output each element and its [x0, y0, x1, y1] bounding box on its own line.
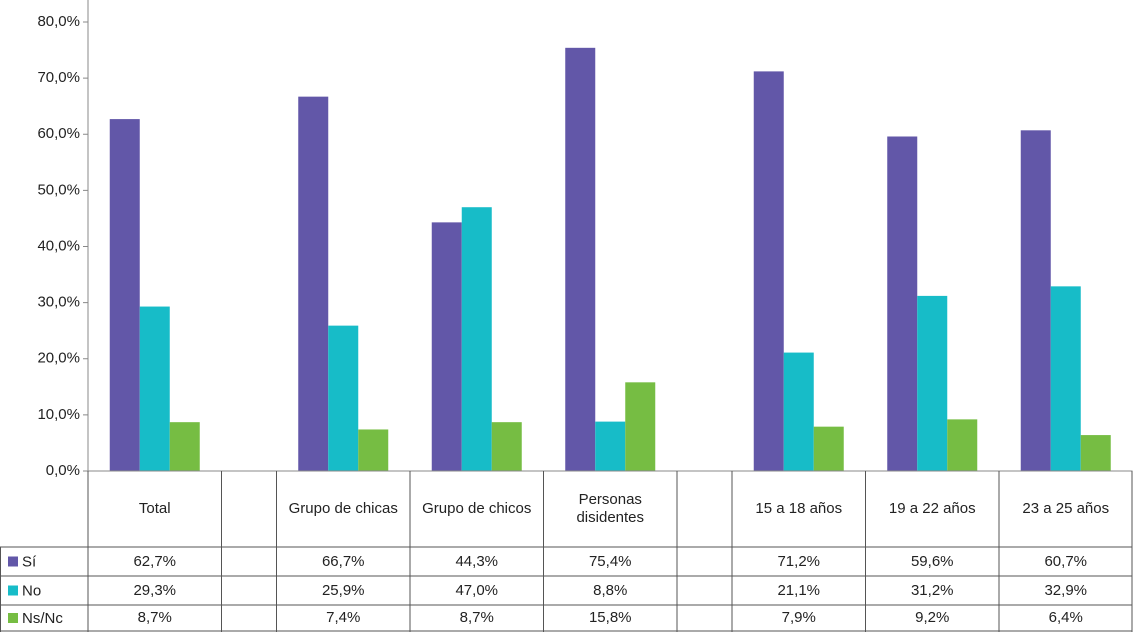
bar: [139, 306, 170, 471]
table-value: 7,9%: [781, 609, 816, 626]
legend-label: Sí: [22, 553, 37, 570]
y-tick-label: 80,0%: [37, 13, 80, 30]
bar: [169, 422, 200, 471]
table-value: 44,3%: [455, 552, 499, 570]
category-label: 23 a 25 años: [1022, 500, 1110, 517]
bar: [1050, 286, 1081, 471]
bar: [565, 47, 596, 471]
bar: [298, 96, 329, 472]
bar: [753, 71, 784, 471]
category-label: Grupo de chicos: [422, 500, 532, 517]
legend-label: Ns/Nc: [22, 610, 63, 627]
legend-swatch: [8, 585, 18, 596]
legend-swatch: [8, 613, 18, 623]
y-tick-label: 30,0%: [37, 294, 80, 311]
table-value: 32,9%: [1044, 581, 1088, 599]
y-tick-label: 10,0%: [37, 406, 80, 423]
table-value: 7,4%: [326, 609, 361, 626]
bar: [887, 136, 918, 471]
table-value: 6,4%: [1048, 609, 1083, 626]
table-value: 66,7%: [321, 552, 365, 570]
table-value: 8,7%: [459, 609, 494, 626]
bar: [328, 325, 359, 471]
table-value: 60,7%: [1044, 552, 1088, 570]
bar: [947, 419, 978, 471]
bar: [783, 352, 814, 471]
table-value: 59,6%: [910, 552, 954, 570]
table-value: 9,2%: [915, 609, 950, 626]
bar: [491, 422, 522, 471]
y-tick-label: 0,0%: [46, 462, 80, 479]
table-value: 75,4%: [588, 552, 632, 570]
y-tick-label: 70,0%: [37, 69, 80, 86]
category-label: 15 a 18 años: [755, 500, 843, 517]
table-value: 29,3%: [133, 581, 177, 599]
bar: [431, 222, 462, 471]
table-value: 21,1%: [777, 581, 821, 599]
category-label: Total: [138, 500, 171, 517]
legend-swatch: [8, 556, 18, 567]
bar: [1020, 130, 1051, 472]
table-value: 47,0%: [455, 581, 499, 599]
bar: [917, 295, 948, 471]
category-label: Personas disidentes: [576, 491, 645, 526]
legend-label: No: [22, 582, 41, 599]
bar: [625, 382, 656, 471]
bar: [813, 426, 844, 471]
table-value: 8,7%: [137, 609, 172, 626]
table-value: 31,2%: [910, 581, 954, 599]
y-tick-label: 40,0%: [37, 237, 80, 254]
table-value: 62,7%: [133, 552, 177, 570]
bar: [358, 429, 389, 471]
bar: [1080, 435, 1111, 471]
category-label: Grupo de chicas: [288, 500, 398, 517]
category-label: 19 a 22 años: [888, 500, 976, 517]
y-tick-label: 60,0%: [37, 125, 80, 142]
table-value: 15,8%: [588, 609, 632, 626]
table-value: 8,8%: [593, 581, 628, 599]
y-tick-label: 20,0%: [37, 350, 80, 367]
bar: [461, 207, 492, 471]
bar: [595, 421, 626, 471]
y-tick-label: 50,0%: [37, 181, 80, 198]
table-value: 25,9%: [321, 581, 365, 599]
table-value: 71,2%: [777, 552, 821, 570]
bar: [109, 119, 140, 471]
